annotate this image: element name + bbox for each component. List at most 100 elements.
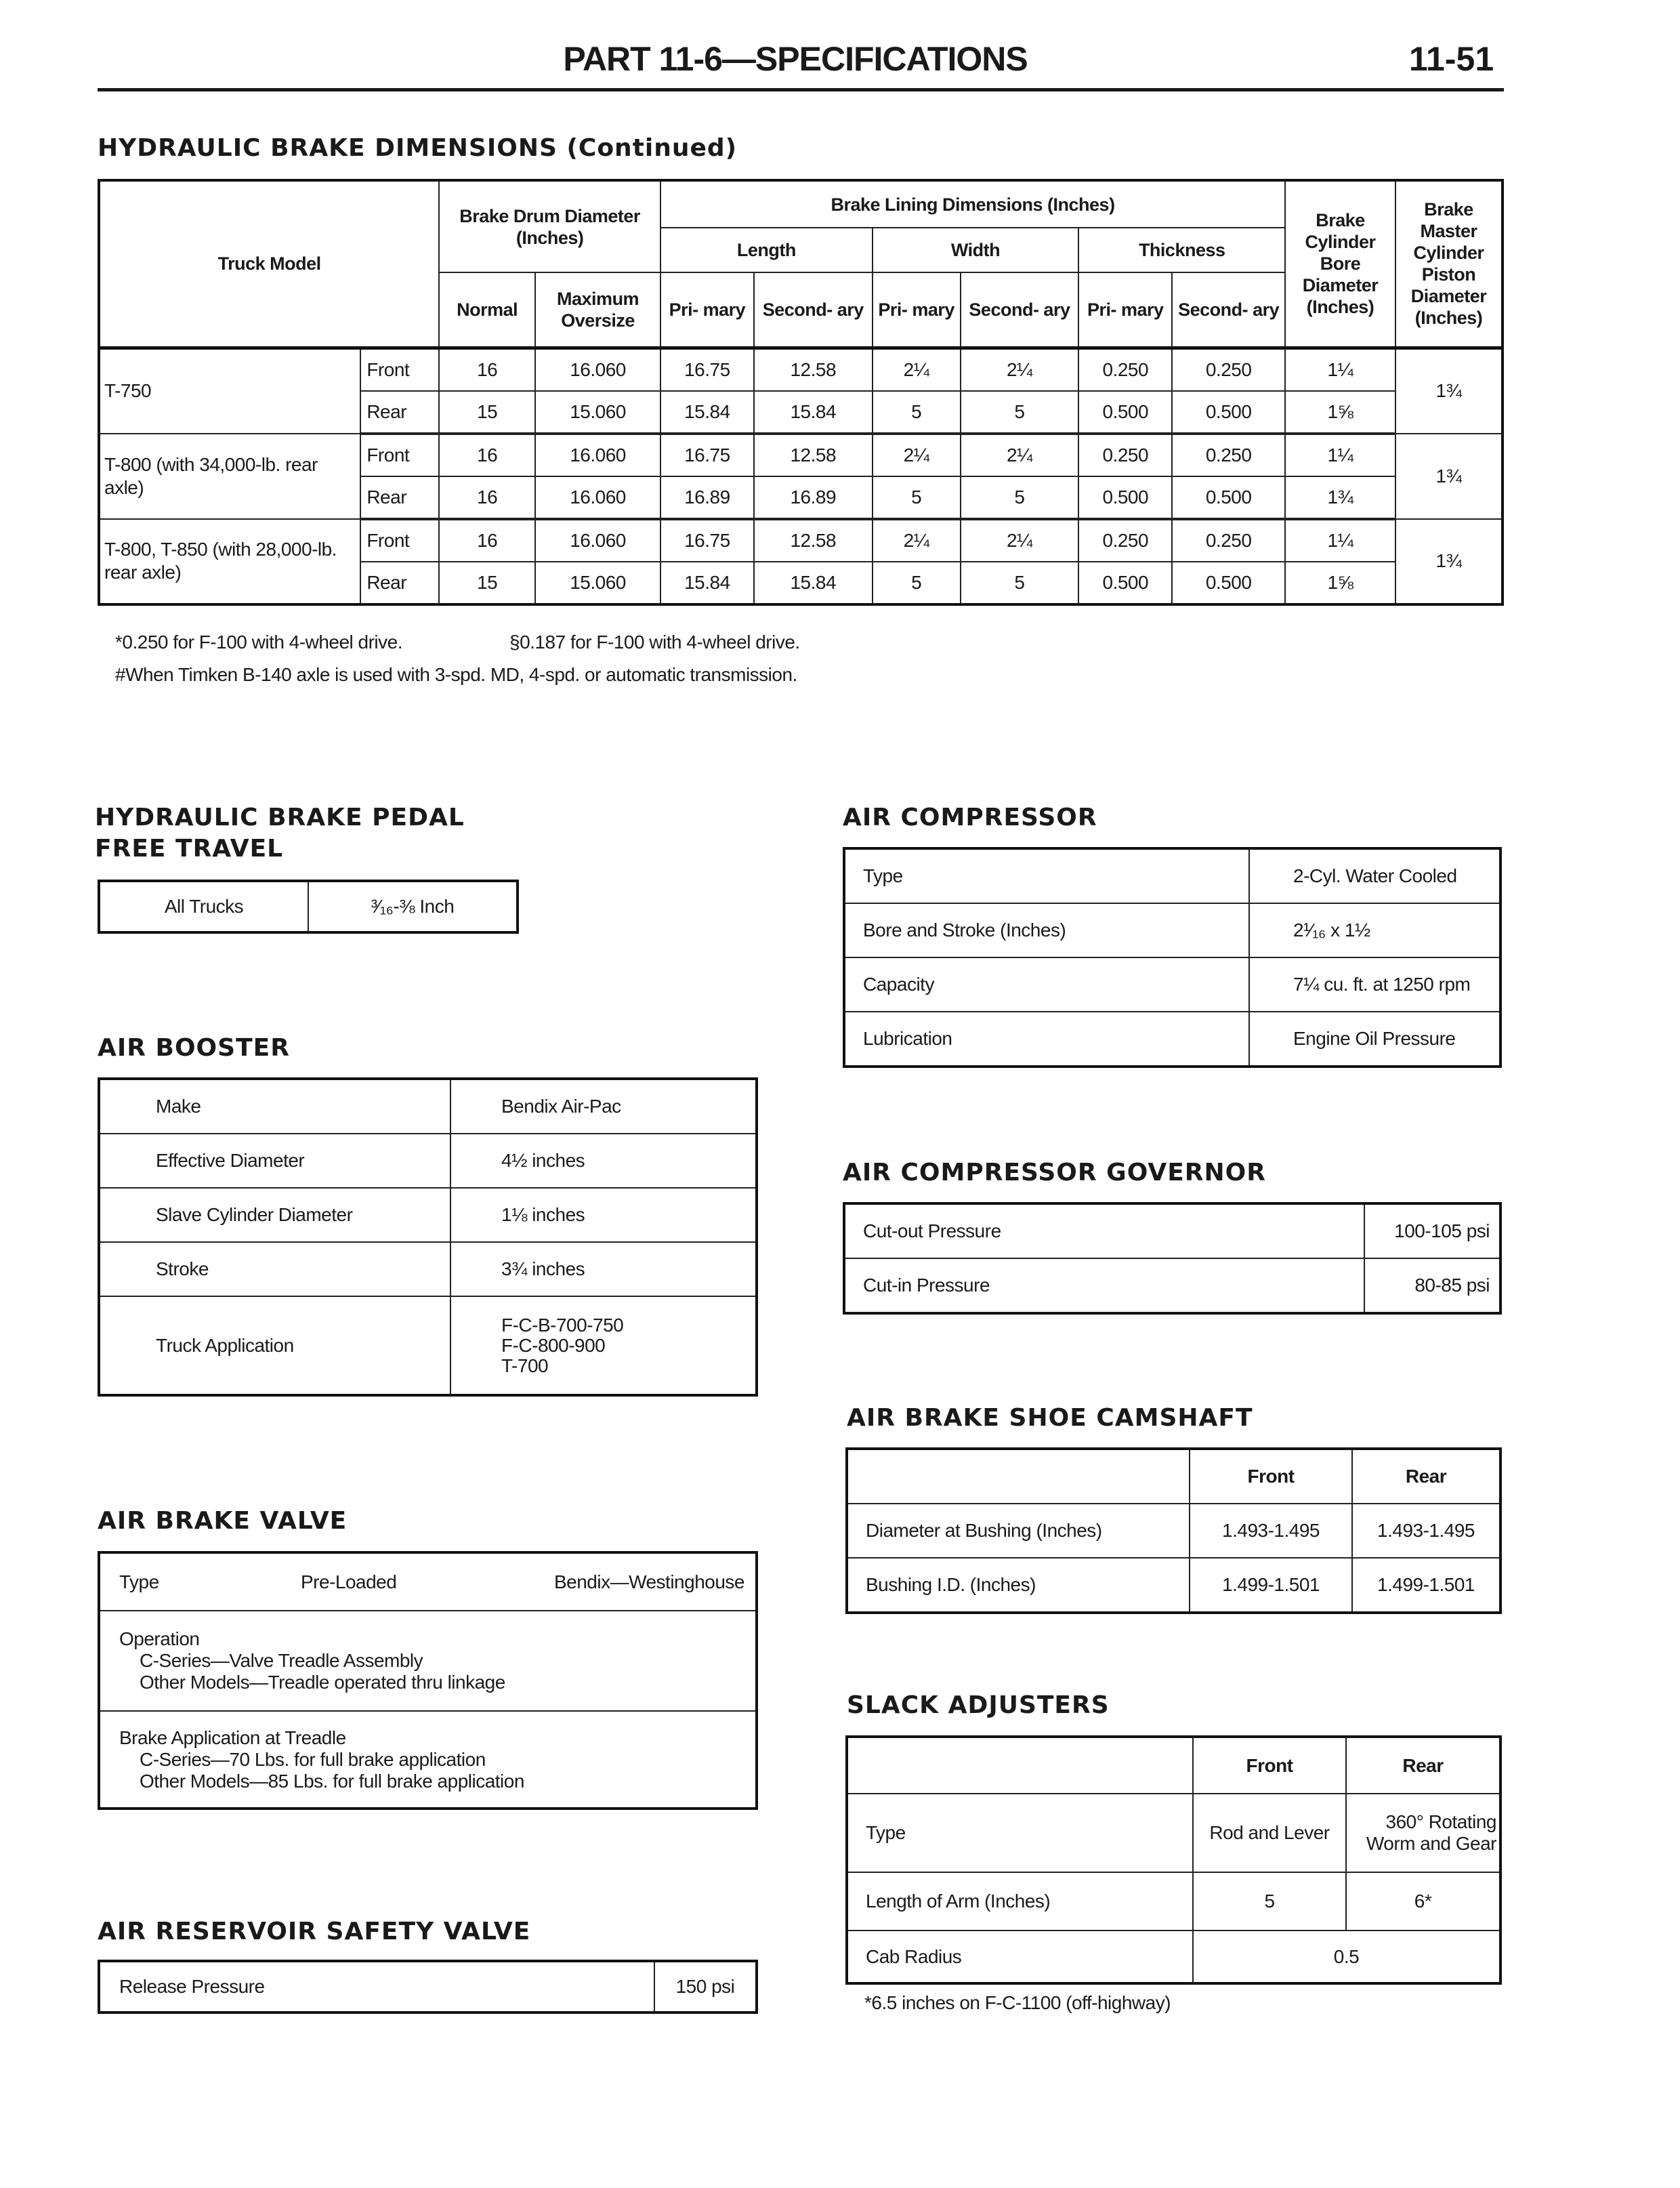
th-lining: Brake Lining Dimensions (Inches) bbox=[659, 180, 1286, 228]
normal-cell: 15 bbox=[438, 560, 537, 605]
axle-position-cell: Rear bbox=[360, 475, 440, 520]
table-row: T-800 (with 34,000-lb. rear axle) Front 16… bbox=[98, 432, 1504, 520]
th-cyl-bore: Brake Cylinder Bore Diameter (Inches) bbox=[1284, 180, 1396, 348]
cyl-bore-cell: 1⅝ bbox=[1284, 390, 1396, 435]
max-oversize-cell: 16.060 bbox=[534, 475, 661, 520]
thickness-secondary-cell: 0.250 bbox=[1171, 432, 1286, 477]
th-length-primary: Pri- mary bbox=[659, 272, 755, 348]
thickness-secondary-cell: 0.250 bbox=[1171, 347, 1286, 392]
booster-application-list: F-C-B-700-750 F-C-800-900 T-700 bbox=[450, 1296, 757, 1396]
master-cylinder-cell: 1¾ bbox=[1394, 347, 1504, 434]
width-secondary-cell: 2¼ bbox=[959, 518, 1080, 562]
compressor-value: 7¼ cu. ft. at 1250 rpm bbox=[1248, 957, 1501, 1012]
booster-label: Slave Cylinder Diameter bbox=[98, 1187, 451, 1243]
slack-cab-label: Cab Radius bbox=[846, 1930, 1194, 1984]
valve-type-value: Pre-Loaded bbox=[301, 1571, 397, 1592]
operation-item: C-Series—Valve Treadle Assembly bbox=[140, 1650, 423, 1671]
valve-make: Bendix—Westinghouse bbox=[553, 1571, 745, 1592]
length-secondary-cell: 15.84 bbox=[753, 560, 873, 605]
pedal-title-2: FREE TRAVEL bbox=[95, 835, 284, 863]
th-thickness: Thickness bbox=[1078, 227, 1286, 273]
operation-heading: Operation bbox=[119, 1628, 200, 1649]
slack-type-front: Rod and Lever bbox=[1192, 1793, 1347, 1873]
reservoir-value: 150 psi bbox=[654, 1960, 757, 2013]
air-brake-valve-title: AIR BRAKE VALVE bbox=[98, 1507, 348, 1535]
slack-arm-front: 5 bbox=[1192, 1872, 1347, 1931]
width-secondary-cell: 5 bbox=[959, 560, 1080, 605]
table-row: Rear 16 16.060 16.89 16.89 5 5 0.500 0.500 1¾ bbox=[99, 475, 1503, 520]
pedal-value: ³⁄₁₆-⅜ Inch bbox=[308, 880, 518, 933]
axle-position-cell: Rear bbox=[360, 390, 440, 435]
compressor-value: Engine Oil Pressure bbox=[1248, 1011, 1501, 1067]
truck-model-cell: T-800, T-850 (with 28,000-lb. rear axle) bbox=[98, 518, 362, 605]
booster-value: 4½ inches bbox=[450, 1133, 757, 1189]
th-length-secondary: Second- ary bbox=[753, 272, 873, 348]
booster-value: Bendix Air-Pac bbox=[450, 1078, 757, 1134]
slack-type-label: Type bbox=[846, 1793, 1194, 1873]
max-oversize-cell: 16.060 bbox=[534, 432, 661, 477]
footnote-section: §0.187 for F-100 with 4-wheel drive. bbox=[509, 632, 800, 653]
footnote-hash: #When Timken B-140 axle is used with 3-s… bbox=[115, 664, 797, 685]
compressor-value: 2-Cyl. Water Cooled bbox=[1248, 848, 1501, 904]
cyl-bore-cell: 1¼ bbox=[1284, 518, 1396, 562]
thickness-primary-cell: 0.500 bbox=[1078, 560, 1173, 605]
th-normal: Normal bbox=[438, 272, 537, 348]
table-row: Rear 15 15.060 15.84 15.84 5 5 0.500 0.500 1⅝ bbox=[99, 390, 1503, 435]
camshaft-front: 1.493-1.495 bbox=[1189, 1503, 1353, 1559]
compressor-label: Bore and Stroke (Inches) bbox=[843, 903, 1250, 958]
booster-label: Truck Application bbox=[98, 1296, 451, 1396]
width-secondary-cell: 2¼ bbox=[959, 432, 1080, 477]
normal-cell: 16 bbox=[438, 347, 537, 392]
camshaft-th-rear: Rear bbox=[1351, 1448, 1501, 1504]
length-secondary-cell: 12.58 bbox=[753, 347, 873, 392]
air-booster-table: Make Bendix Air-Pac Effective Diameter 4½ … bbox=[98, 1077, 758, 1397]
length-secondary-cell: 12.58 bbox=[753, 432, 873, 477]
width-secondary-cell: 5 bbox=[959, 475, 1080, 520]
max-oversize-cell: 15.060 bbox=[534, 560, 661, 605]
normal-cell: 15 bbox=[438, 390, 537, 435]
hydraulic-dims-title: HYDRAULIC BRAKE DIMENSIONS (Continued) bbox=[98, 134, 738, 162]
normal-cell: 16 bbox=[438, 432, 537, 477]
governor-value: 100-105 psi bbox=[1364, 1203, 1501, 1259]
compressor-label: Lubrication bbox=[843, 1011, 1250, 1067]
pedal-label: All Trucks bbox=[98, 880, 309, 933]
th-length: Length bbox=[659, 227, 873, 273]
axle-position-cell: Front bbox=[360, 518, 440, 562]
thickness-primary-cell: 0.500 bbox=[1078, 390, 1173, 435]
thickness-primary-cell: 0.500 bbox=[1078, 475, 1173, 520]
air-compressor-table: Type 2-Cyl. Water Cooled Bore and Stroke … bbox=[843, 847, 1502, 1068]
width-primary-cell: 2¼ bbox=[871, 432, 961, 477]
booster-label: Effective Diameter bbox=[98, 1133, 451, 1189]
length-primary-cell: 16.75 bbox=[659, 518, 755, 562]
slack-cab-value: 0.5 bbox=[1193, 1930, 1501, 1984]
th-max-oversize: Maximum Oversize bbox=[534, 272, 661, 348]
width-secondary-cell: 2¼ bbox=[959, 347, 1080, 392]
normal-cell: 16 bbox=[438, 475, 537, 520]
application-item: T-700 bbox=[501, 1355, 549, 1376]
width-primary-cell: 5 bbox=[871, 475, 961, 520]
header-rule bbox=[98, 88, 1504, 91]
governor-value: 80-85 psi bbox=[1364, 1258, 1501, 1314]
camshaft-title: AIR BRAKE SHOE CAMSHAFT bbox=[847, 1404, 1253, 1432]
governor-label: Cut-in Pressure bbox=[843, 1258, 1365, 1314]
cyl-bore-cell: 1¾ bbox=[1284, 475, 1396, 520]
compressor-label: Type bbox=[843, 848, 1250, 904]
th-thickness-primary: Pri- mary bbox=[1078, 272, 1173, 348]
valve-operation: Operation C-Series—Valve Treadle Assembl… bbox=[98, 1610, 757, 1712]
slack-th-rear: Rear bbox=[1345, 1736, 1501, 1794]
length-primary-cell: 16.75 bbox=[659, 347, 755, 392]
slack-title: SLACK ADJUSTERS bbox=[847, 1691, 1110, 1719]
length-secondary-cell: 15.84 bbox=[753, 390, 873, 435]
operation-item: Other Models—Treadle operated thru linka… bbox=[140, 1672, 505, 1693]
camshaft-label: Diameter at Bushing (Inches) bbox=[846, 1503, 1190, 1559]
slack-footnote: *6.5 inches on F-C-1100 (off-highway) bbox=[864, 1992, 1171, 2013]
booster-value: 1⅛ inches bbox=[450, 1187, 757, 1243]
thickness-secondary-cell: 0.500 bbox=[1171, 560, 1286, 605]
page-number: 11-51 bbox=[1409, 40, 1494, 78]
slack-arm-label: Length of Arm (Inches) bbox=[846, 1872, 1194, 1931]
reservoir-label: Release Pressure bbox=[98, 1960, 655, 2013]
valve-type-row: Type Pre-Loaded Bendix—Westinghouse bbox=[98, 1552, 757, 1611]
application-item: Other Models—85 Lbs. for full brake appl… bbox=[140, 1770, 524, 1792]
cyl-bore-cell: 1¼ bbox=[1284, 432, 1396, 477]
air-compressor-title: AIR COMPRESSOR bbox=[843, 804, 1097, 831]
